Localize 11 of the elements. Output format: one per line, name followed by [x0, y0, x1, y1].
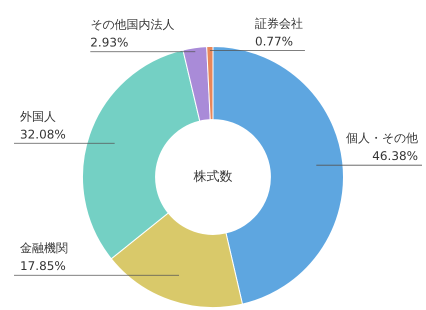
- data-label: 2.93%: [90, 36, 128, 50]
- slice-label: 証券会社: [254, 16, 303, 31]
- data-label: 46.38%: [372, 149, 418, 164]
- slice-label: 外国人: [20, 109, 56, 124]
- slice-label: その他国内法人: [90, 18, 174, 32]
- slice-label: 個人・その他: [346, 131, 418, 146]
- data-label: 17.85%: [20, 259, 66, 274]
- data-label: 32.08%: [20, 127, 66, 142]
- text: 株式数: [192, 169, 232, 184]
- data-label: 0.77%: [254, 34, 294, 49]
- slice-label: 金融機関: [20, 241, 68, 256]
